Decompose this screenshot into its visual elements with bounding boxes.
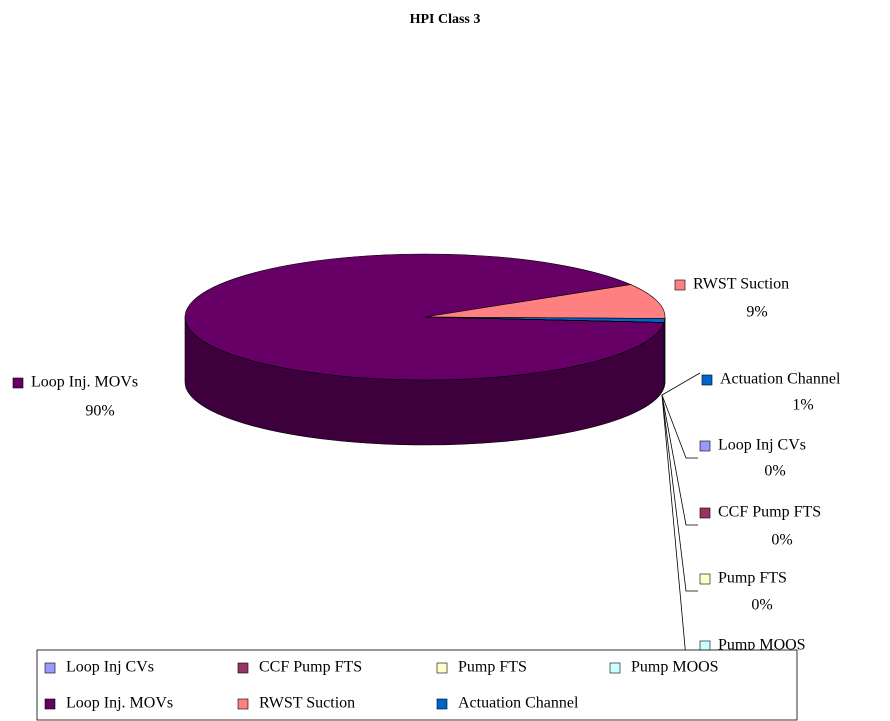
label-swatch <box>699 573 711 585</box>
leader-line <box>661 394 698 459</box>
chart-title: HPI Class 3 <box>410 12 481 27</box>
legend-swatch <box>436 698 448 710</box>
slice-label: RWST Suction <box>693 276 789 293</box>
pie-slice <box>424 284 666 319</box>
legend-swatch <box>436 662 448 674</box>
legend-label: Pump FTS <box>458 659 527 676</box>
slice-label: Pump MOOS <box>718 637 806 654</box>
slice-value: 0% <box>771 532 792 549</box>
slice-value: 9% <box>746 304 767 321</box>
leader-line <box>661 372 701 396</box>
legend-label: RWST Suction <box>259 695 355 712</box>
legend-label: Actuation Channel <box>458 695 579 712</box>
slice-value: 90% <box>85 403 114 420</box>
leader-line <box>661 394 698 526</box>
slice-value: 1% <box>792 397 813 414</box>
legend-swatch <box>44 698 56 710</box>
slice-label: CCF Pump FTS <box>718 504 821 521</box>
label-swatch <box>699 440 711 452</box>
label-swatch <box>701 374 713 386</box>
pie-slice <box>184 253 665 381</box>
label-swatch <box>674 279 686 291</box>
legend-label: Loop Inj. MOVs <box>66 695 173 712</box>
leader-line <box>661 394 698 592</box>
legend-label: Pump MOOS <box>631 659 719 676</box>
slice-label: Loop Inj CVs <box>718 437 806 454</box>
label-swatch <box>699 507 711 519</box>
label-swatch <box>699 640 711 652</box>
legend-swatch <box>237 662 249 674</box>
label-swatch <box>12 377 24 389</box>
legend-box <box>36 649 798 721</box>
slice-side <box>663 318 666 388</box>
slice-label: Actuation Channel <box>720 371 841 388</box>
leader-line <box>661 394 698 659</box>
legend-label: CCF Pump FTS <box>259 659 362 676</box>
legend-swatch <box>44 662 56 674</box>
slice-label: Loop Inj. MOVs <box>31 374 138 391</box>
legend-swatch <box>609 662 621 674</box>
legend-swatch <box>237 698 249 710</box>
slice-value: 0% <box>751 597 772 614</box>
legend-label: Loop Inj CVs <box>66 659 154 676</box>
slice-label: Pump FTS <box>718 570 787 587</box>
slice-value: 0% <box>764 463 785 480</box>
